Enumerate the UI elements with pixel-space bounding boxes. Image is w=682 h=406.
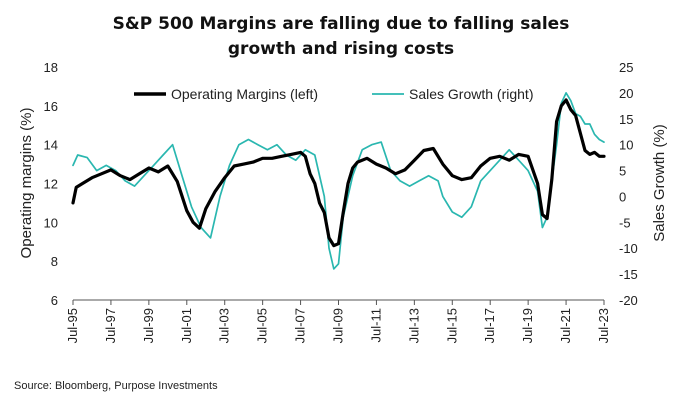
x-tick-label: Jul-09 (331, 308, 346, 343)
x-tick-label: Jul-01 (179, 308, 194, 343)
y-axis-right-title: Sales Growth (%) (651, 124, 668, 242)
x-tick-label: Jul-03 (217, 308, 232, 343)
source-note: Source: Bloomberg, Purpose Investments (14, 380, 218, 392)
y-right-tick-label: 20 (619, 86, 633, 101)
y-right-tick-label: 25 (619, 60, 633, 75)
legend-label-operating-margins: Operating Margins (left) (171, 86, 318, 102)
y-right-tick-label: 0 (619, 189, 626, 204)
y-right-tick-label: -5 (619, 215, 631, 230)
y-left-tick-label: 18 (44, 60, 58, 75)
y-right-tick-label: 5 (619, 164, 626, 179)
y-right-tick-label: -10 (619, 241, 638, 256)
y-right-tick-label: -20 (619, 293, 638, 308)
y-left-tick-label: 10 (44, 215, 58, 230)
x-tick-label: Jul-23 (596, 308, 611, 343)
y-left-tick-label: 12 (44, 177, 58, 192)
chart-title-line1: S&P 500 Margins are falling due to falli… (113, 14, 570, 34)
x-tick-label: Jul-99 (141, 308, 156, 343)
x-tick-label: Jul-19 (520, 308, 535, 343)
x-tick-label: Jul-95 (65, 308, 80, 343)
x-tick-label: Jul-15 (444, 308, 459, 343)
y-right-tick-label: 15 (619, 112, 633, 127)
y-axis-left-ticks: 6 8 10 12 14 16 18 (44, 60, 58, 308)
series-line-operating-margins (71, 98, 606, 248)
y-left-tick-label: 8 (51, 254, 58, 269)
x-axis-ticks: Jul-95 Jul-97 Jul-99 Jul-01 Jul-03 Jul-05 Jul-… (65, 300, 611, 343)
chart-title-line2: growth and rising costs (228, 39, 454, 59)
y-left-tick-label: 14 (44, 138, 58, 153)
x-tick-label: Jul-07 (293, 308, 308, 343)
x-tick-label: Jul-11 (368, 308, 383, 342)
x-tick-label: Jul-21 (558, 308, 573, 343)
y-right-tick-label: 10 (619, 138, 633, 153)
legend: Operating Margins (left) Sales Growth (r… (134, 86, 533, 102)
y-axis-right-ticks: -20 -15 -10 -5 0 5 10 15 20 25 (619, 60, 638, 308)
y-left-tick-label: 16 (44, 99, 58, 114)
y-right-tick-label: -15 (619, 267, 638, 282)
y-axis-left-title: Operating margins (%) (18, 108, 35, 259)
series-lines (71, 92, 606, 270)
x-tick-label: Jul-17 (482, 308, 497, 343)
x-tick-label: Jul-05 (255, 308, 270, 343)
x-tick-label: Jul-97 (103, 308, 118, 343)
legend-label-sales-growth: Sales Growth (right) (409, 86, 533, 102)
x-tick-label: Jul-13 (406, 308, 421, 343)
y-left-tick-label: 6 (51, 293, 58, 308)
